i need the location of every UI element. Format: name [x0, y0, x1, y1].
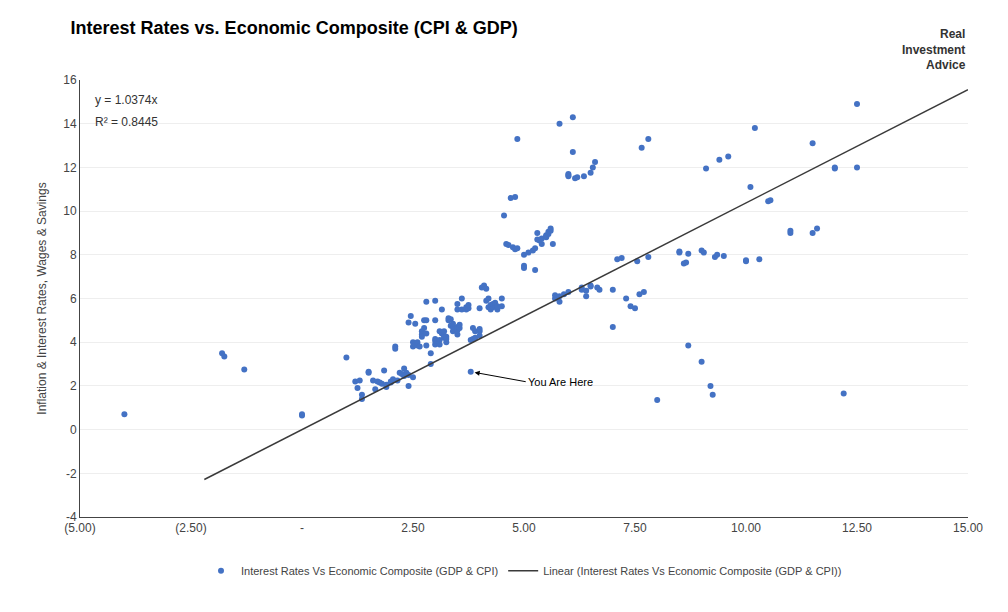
svg-text:RealInvestmentAdvice: RealInvestmentAdvice: [902, 27, 966, 72]
svg-text:Interest Rates vs. Economic Co: Interest Rates vs. Economic Composite (C…: [71, 18, 518, 38]
svg-text:0: 0: [70, 423, 77, 437]
svg-text:10.00: 10.00: [731, 521, 761, 535]
svg-text:7.50: 7.50: [623, 521, 647, 535]
svg-text:Linear (Interest Rates Vs Econ: Linear (Interest Rates Vs Economic Compo…: [543, 565, 841, 577]
svg-text:y = 1.0374x: y = 1.0374x: [95, 93, 157, 107]
svg-text:16: 16: [63, 73, 77, 87]
svg-text:4: 4: [70, 335, 77, 349]
svg-text:12: 12: [63, 161, 77, 175]
svg-text:2.50: 2.50: [401, 521, 425, 535]
svg-text:15.00: 15.00: [953, 521, 983, 535]
svg-text:8: 8: [70, 248, 77, 262]
svg-text:Inflation & Interest Rates, Wa: Inflation & Interest Rates, Wages & Savi…: [35, 182, 49, 414]
svg-text:5.00: 5.00: [512, 521, 536, 535]
svg-text:14: 14: [63, 117, 77, 131]
svg-text:2: 2: [70, 379, 77, 393]
svg-text:-4: -4: [66, 510, 77, 524]
svg-text:6: 6: [70, 292, 77, 306]
svg-text:(5.00): (5.00): [64, 521, 95, 535]
svg-text:(2.50): (2.50): [175, 521, 206, 535]
svg-text:R² = 0.8445: R² = 0.8445: [95, 115, 158, 129]
svg-text:-2: -2: [66, 467, 77, 481]
svg-text:-: -: [300, 521, 304, 535]
svg-text:10: 10: [63, 204, 77, 218]
svg-text:12.50: 12.50: [842, 521, 872, 535]
svg-text:You Are Here: You Are Here: [528, 376, 593, 388]
svg-text:Interest Rates Vs Economic Com: Interest Rates Vs Economic Composite (GD…: [241, 565, 498, 577]
